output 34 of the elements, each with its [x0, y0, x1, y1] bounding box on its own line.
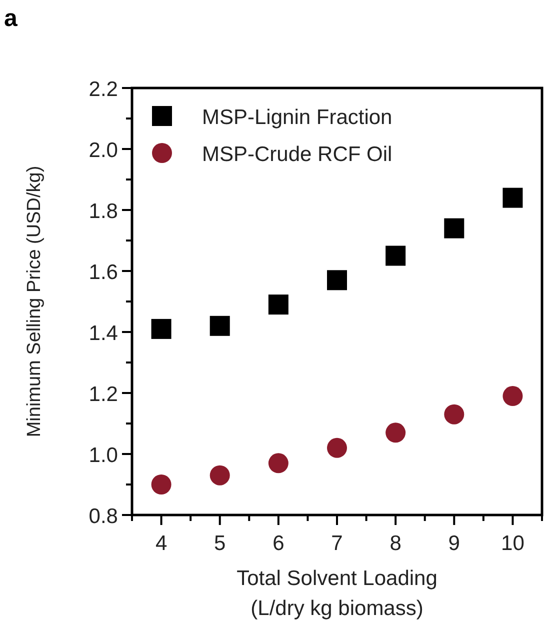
- legend-label: MSP-Crude RCF Oil: [202, 143, 392, 166]
- x-tick-label: 4: [155, 532, 168, 555]
- point: [444, 404, 464, 424]
- point: [386, 422, 406, 443]
- y-tick-label: 1.0: [88, 444, 118, 467]
- y-axis-title: Minimum Selling Price (USD/kg): [24, 166, 45, 438]
- y-tick-label: 0.8: [88, 505, 118, 528]
- chart-title: a: [4, 5, 18, 32]
- point: [210, 465, 230, 486]
- point: [151, 474, 172, 494]
- point: [327, 270, 347, 290]
- x-tick-label: 7: [331, 532, 343, 555]
- point: [210, 316, 230, 336]
- point: [502, 188, 523, 208]
- point: [444, 218, 464, 238]
- x-tick-label: 9: [448, 532, 460, 555]
- y-tick-label: 1.4: [88, 322, 118, 345]
- point: [268, 453, 288, 474]
- y-tick-label: 1.6: [88, 261, 118, 284]
- y-tick-label: 1.8: [88, 200, 118, 223]
- x-tick-label: 10: [501, 532, 524, 555]
- point: [386, 246, 406, 266]
- x-tick-label: 5: [214, 532, 226, 555]
- x-tick-label: 6: [272, 532, 284, 555]
- y-tick-label: 1.2: [88, 383, 118, 406]
- point: [327, 438, 347, 458]
- x-tick-label: 8: [390, 532, 402, 555]
- point: [502, 386, 523, 406]
- point: [151, 318, 172, 339]
- y-tick-label: 2.2: [88, 78, 118, 101]
- x-axis-title: Total Solvent Loading (L/dry kg biomass): [236, 567, 438, 620]
- legend-label: MSP-Lignin Fraction: [202, 106, 392, 129]
- point: [268, 294, 288, 315]
- y-tick-label: 2.0: [88, 139, 118, 162]
